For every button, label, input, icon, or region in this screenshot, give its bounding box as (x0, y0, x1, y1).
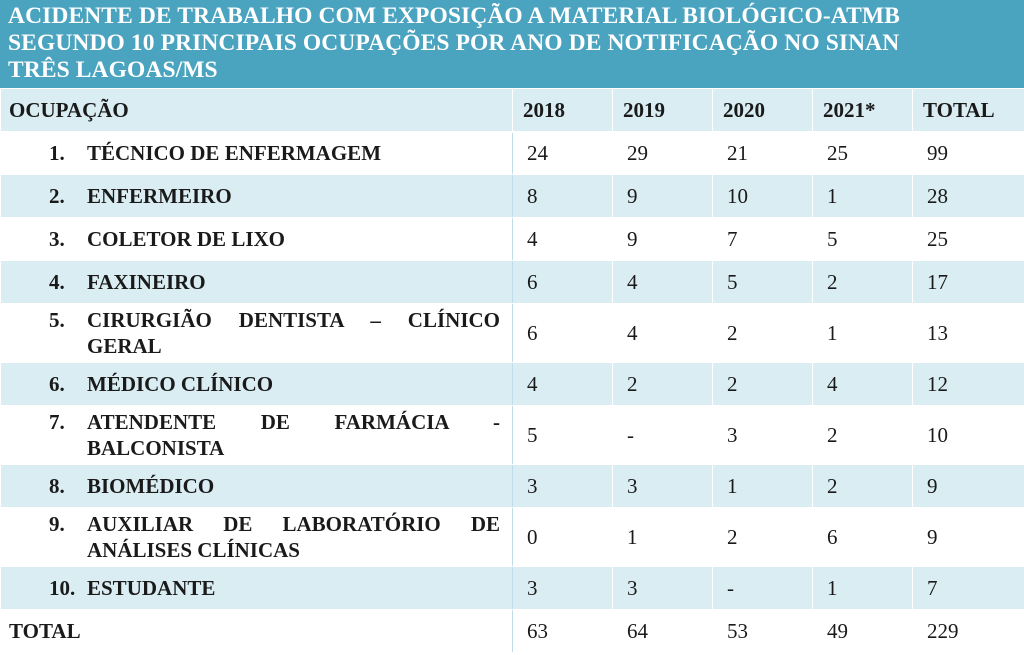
value-2020: 3 (712, 405, 813, 465)
value-2018: 0 (512, 507, 613, 567)
table-row: 3. COLETOR DE LIXO 4 9 7 5 25 (0, 217, 1024, 261)
header-2020: 2020 (712, 88, 813, 133)
value-2020: 7 (712, 217, 813, 261)
value-2020: 21 (712, 131, 813, 175)
value-2018: 5 (512, 405, 613, 465)
occupation-cell: 10. ESTUDANTE (0, 566, 513, 610)
value-2021: 6 (812, 507, 913, 567)
header-2021: 2021* (812, 88, 913, 133)
table-row: 1. TÉCNICO DE ENFERMAGEM 24 29 21 25 99 (0, 131, 1024, 175)
value-2019: 3 (612, 464, 713, 508)
header-2019: 2019 (612, 88, 713, 133)
header-occupation: OCUPAÇÃO (0, 88, 513, 133)
occupation-cell: 6. MÉDICO CLÍNICO (0, 362, 513, 406)
title-line-1: ACIDENTE DE TRABALHO COM EXPOSIÇÃO A MAT… (8, 3, 900, 29)
occupation-table: OCUPAÇÃO 2018 2019 2020 2021* TOTAL 1. TÉ… (0, 88, 1024, 653)
value-2020: 5 (712, 260, 813, 304)
occupation-cell: 9. AUXILIAR DE LABORATÓRIO DE ANÁLISES CL… (0, 507, 513, 567)
value-2020: 2 (712, 362, 813, 406)
table-row: 8. BIOMÉDICO 3 3 1 2 9 (0, 464, 1024, 508)
occupation-cell: 5. CIRURGIÃO DENTISTA – CLÍNICO GERAL (0, 303, 513, 363)
value-2020: 10 (712, 174, 813, 218)
total-2020: 53 (712, 609, 813, 653)
value-total: 28 (912, 174, 1024, 218)
value-total: 9 (912, 507, 1024, 567)
title-line-2: SEGUNDO 10 PRINCIPAIS OCUPAÇÕES POR ANO … (8, 30, 900, 56)
table-row: 2. ENFERMEIRO 8 9 10 1 28 (0, 174, 1024, 218)
header-total: TOTAL (912, 88, 1024, 133)
occupation-cell: 2. ENFERMEIRO (0, 174, 513, 218)
table-row: 4. FAXINEIRO 6 4 5 2 17 (0, 260, 1024, 304)
value-2021: 1 (812, 566, 913, 610)
totals-label: TOTAL (0, 609, 513, 653)
value-total: 12 (912, 362, 1024, 406)
value-2021: 5 (812, 217, 913, 261)
value-2019: 9 (612, 174, 713, 218)
table-row: 7. ATENDENTE DE FARMÁCIA - BALCONISTA 5 -… (0, 405, 1024, 465)
value-total: 10 (912, 405, 1024, 465)
value-2019: 2 (612, 362, 713, 406)
value-total: 99 (912, 131, 1024, 175)
header-row: OCUPAÇÃO 2018 2019 2020 2021* TOTAL (0, 88, 1024, 133)
value-2019: 1 (612, 507, 713, 567)
value-2018: 24 (512, 131, 613, 175)
occupation-cell: 1. TÉCNICO DE ENFERMAGEM (0, 131, 513, 175)
value-2019: 3 (612, 566, 713, 610)
value-2018: 3 (512, 566, 613, 610)
value-2020: - (712, 566, 813, 610)
value-2020: 2 (712, 303, 813, 363)
value-total: 7 (912, 566, 1024, 610)
value-2019: 4 (612, 260, 713, 304)
value-total: 13 (912, 303, 1024, 363)
value-2021: 2 (812, 260, 913, 304)
value-2018: 6 (512, 260, 613, 304)
value-2019: 29 (612, 131, 713, 175)
value-2018: 3 (512, 464, 613, 508)
occupation-cell: 7. ATENDENTE DE FARMÁCIA - BALCONISTA (0, 405, 513, 465)
value-2020: 1 (712, 464, 813, 508)
value-2021: 25 (812, 131, 913, 175)
value-2020: 2 (712, 507, 813, 567)
value-2019: - (612, 405, 713, 465)
value-2019: 4 (612, 303, 713, 363)
value-2019: 9 (612, 217, 713, 261)
value-2018: 8 (512, 174, 613, 218)
value-2018: 6 (512, 303, 613, 363)
table-title: ACIDENTE DE TRABALHO COM EXPOSIÇÃO A MAT… (0, 0, 1024, 88)
total-2021: 49 (812, 609, 913, 653)
occupation-cell: 3. COLETOR DE LIXO (0, 217, 513, 261)
occupation-cell: 4. FAXINEIRO (0, 260, 513, 304)
value-2018: 4 (512, 217, 613, 261)
occupation-cell: 8. BIOMÉDICO (0, 464, 513, 508)
value-2021: 2 (812, 405, 913, 465)
table-row: 10. ESTUDANTE 3 3 - 1 7 (0, 566, 1024, 610)
table-row: 6. MÉDICO CLÍNICO 4 2 2 4 12 (0, 362, 1024, 406)
header-2018: 2018 (512, 88, 613, 133)
total-2019: 64 (612, 609, 713, 653)
totals-row: TOTAL 63 64 53 49 229 (0, 609, 1024, 653)
grand-total: 229 (912, 609, 1024, 653)
value-total: 9 (912, 464, 1024, 508)
title-line-3: TRÊS LAGOAS/MS (8, 57, 218, 83)
table-row: 9. AUXILIAR DE LABORATÓRIO DE ANÁLISES CL… (0, 507, 1024, 567)
value-2018: 4 (512, 362, 613, 406)
total-2018: 63 (512, 609, 613, 653)
value-total: 25 (912, 217, 1024, 261)
value-total: 17 (912, 260, 1024, 304)
value-2021: 4 (812, 362, 913, 406)
value-2021: 2 (812, 464, 913, 508)
table-row: 5. CIRURGIÃO DENTISTA – CLÍNICO GERAL 6 4… (0, 303, 1024, 363)
value-2021: 1 (812, 303, 913, 363)
value-2021: 1 (812, 174, 913, 218)
